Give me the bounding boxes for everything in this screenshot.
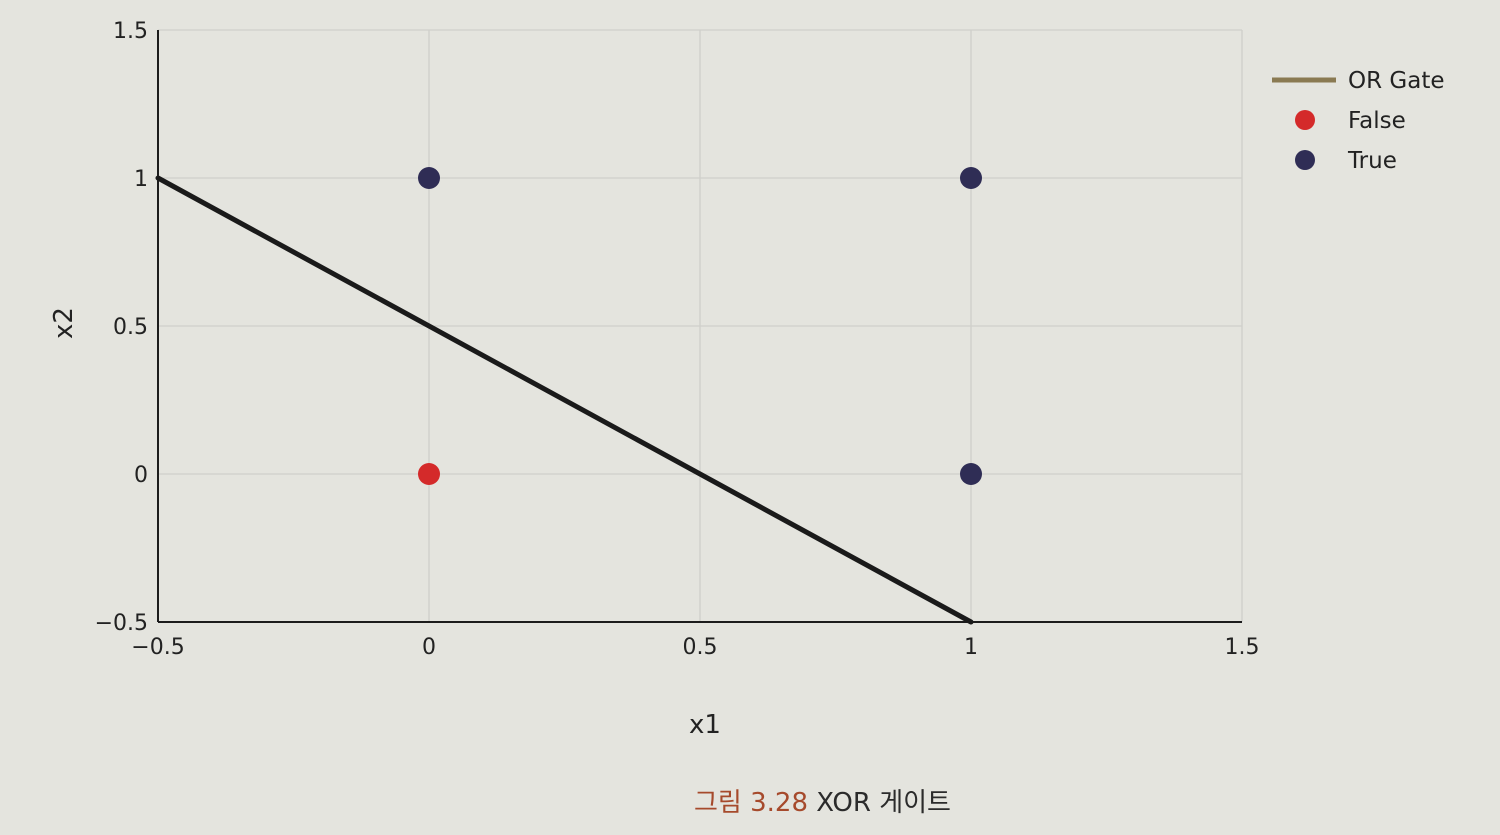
figure-title: XOR 게이트 <box>816 788 951 818</box>
x-tick-label: 1 <box>964 635 978 660</box>
x-tick-labels: −0.5 0 0.5 1 1.5 <box>131 635 1259 660</box>
y-axis-label: x2 <box>49 307 79 339</box>
legend: OR Gate False True <box>1272 68 1444 174</box>
or-gate-line <box>155 175 974 625</box>
legend-item: True <box>1295 148 1397 174</box>
figure-caption: 그림 3.28 XOR 게이트 <box>0 782 1500 819</box>
xor-chart: −0.5 0 0.5 1 1.5 −0.5 0 0.5 1 1.5 x1 x2 OR Gate F… <box>49 19 1444 740</box>
point-true <box>960 463 982 485</box>
point-true <box>418 167 440 189</box>
axes <box>157 30 1242 623</box>
grid-lines <box>158 29 1243 622</box>
legend-item: OR Gate <box>1272 68 1444 94</box>
legend-item: False <box>1295 108 1406 134</box>
x-tick-label: 1.5 <box>1225 635 1260 660</box>
x-tick-label: −0.5 <box>131 635 184 660</box>
point-true <box>960 167 982 189</box>
x-tick-label: 0 <box>422 635 436 660</box>
figure-number: 그림 3.28 <box>694 788 808 818</box>
y-tick-label: 1.5 <box>113 19 148 44</box>
legend-label: OR Gate <box>1348 68 1444 94</box>
y-tick-label: 0 <box>134 463 148 488</box>
y-tick-label: 1 <box>134 167 148 192</box>
x-axis-label: x1 <box>689 710 721 740</box>
legend-label: False <box>1348 108 1406 134</box>
point-false <box>418 463 440 485</box>
legend-swatch-marker <box>1295 150 1315 170</box>
y-tick-label: −0.5 <box>95 611 148 636</box>
y-tick-label: 0.5 <box>113 315 148 340</box>
legend-swatch-marker <box>1295 110 1315 130</box>
y-tick-labels: −0.5 0 0.5 1 1.5 <box>95 19 148 636</box>
legend-label: True <box>1347 148 1397 174</box>
x-tick-label: 0.5 <box>683 635 718 660</box>
series-layer <box>155 167 982 625</box>
